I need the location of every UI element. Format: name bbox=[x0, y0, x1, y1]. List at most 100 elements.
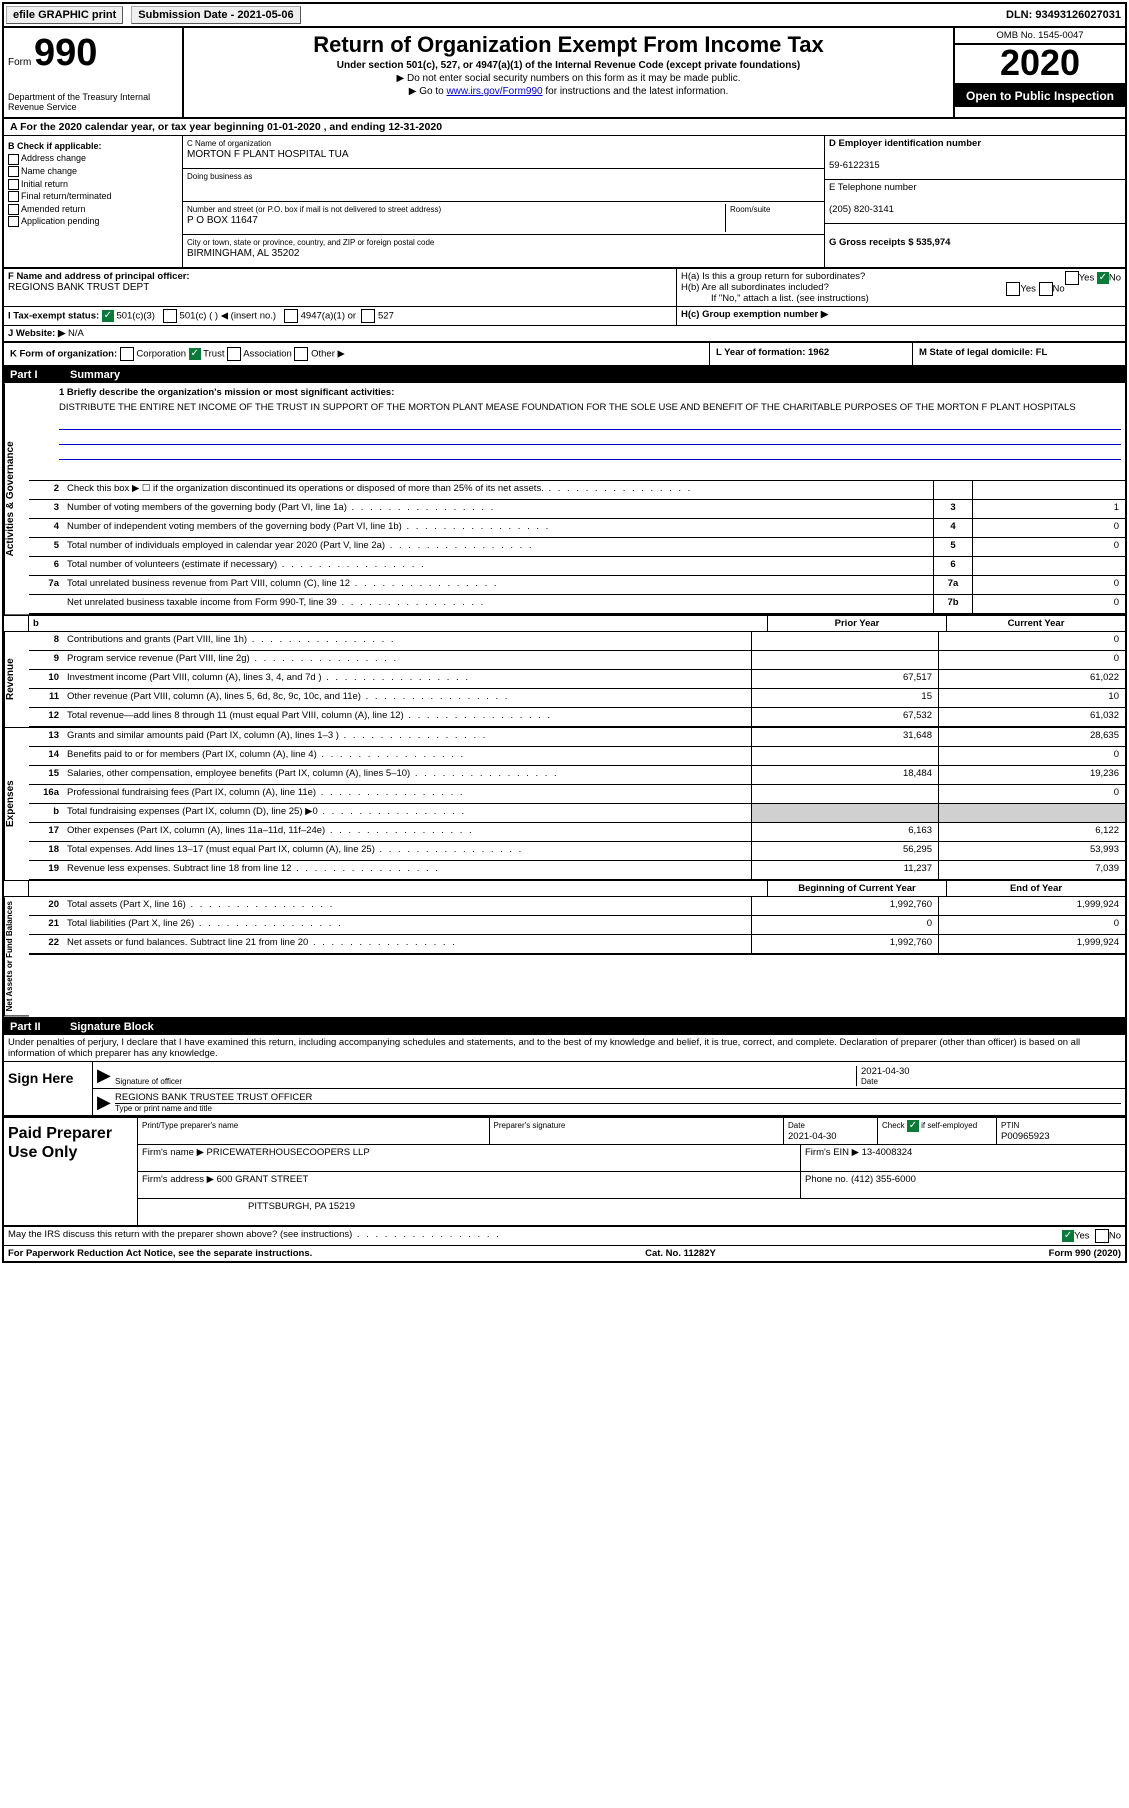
527-checkbox[interactable] bbox=[361, 309, 375, 323]
data-row: 15 Salaries, other compensation, employe… bbox=[29, 766, 1125, 785]
row-prior bbox=[751, 632, 938, 650]
k-other-checkbox[interactable] bbox=[294, 347, 308, 361]
k-corp-checkbox[interactable] bbox=[120, 347, 134, 361]
prep-header-row: Print/Type preparer's name Preparer's si… bbox=[138, 1118, 1125, 1145]
row-current: 10 bbox=[938, 689, 1125, 707]
row-boxnum: 6 bbox=[933, 557, 972, 575]
row-desc: Investment income (Part VIII, column (A)… bbox=[63, 670, 751, 688]
discuss-no-checkbox[interactable] bbox=[1095, 1229, 1109, 1243]
discuss-yes-label: Yes bbox=[1074, 1230, 1090, 1241]
efile-print-button[interactable]: efile GRAPHIC print bbox=[6, 6, 123, 24]
discuss-yes-checkbox[interactable]: ✓ bbox=[1062, 1230, 1074, 1242]
row-current: 61,022 bbox=[938, 670, 1125, 688]
data-row: 13 Grants and similar amounts paid (Part… bbox=[29, 728, 1125, 747]
data-row: 9 Program service revenue (Part VIII, li… bbox=[29, 651, 1125, 670]
row-desc: Salaries, other compensation, employee b… bbox=[63, 766, 751, 784]
instr-2-prefix: ▶ Go to bbox=[409, 86, 447, 97]
row-desc: Total liabilities (Part X, line 26) bbox=[63, 916, 751, 934]
row-desc: Benefits paid to or for members (Part IX… bbox=[63, 747, 751, 765]
501c-checkbox[interactable] bbox=[163, 309, 177, 323]
instr-1: ▶ Do not enter social security numbers o… bbox=[190, 73, 947, 84]
opt-final-return[interactable]: Final return/terminated bbox=[8, 190, 178, 203]
prior-year-header: Prior Year bbox=[767, 616, 946, 631]
ha-no-checkbox[interactable]: ✓ bbox=[1097, 272, 1109, 284]
street-label: Number and street (or P.O. box if mail i… bbox=[187, 205, 441, 214]
opt-amended-return[interactable]: Amended return bbox=[8, 203, 178, 216]
ha-yes-checkbox[interactable] bbox=[1065, 271, 1079, 285]
k-trust-checkbox[interactable]: ✓ bbox=[189, 348, 201, 360]
irs-link[interactable]: www.irs.gov/Form990 bbox=[446, 86, 542, 97]
instr-2: ▶ Go to www.irs.gov/Form990 for instruct… bbox=[190, 86, 947, 97]
row-prior: 0 bbox=[751, 916, 938, 934]
rev-header-row: b Prior Year Current Year bbox=[4, 615, 1125, 632]
row-desc: Program service revenue (Part VIII, line… bbox=[63, 651, 751, 669]
row-desc: Net unrelated business taxable income fr… bbox=[63, 595, 933, 613]
box-h: H(a) Is this a group return for subordin… bbox=[677, 269, 1125, 306]
opt-application-pending[interactable]: Application pending bbox=[8, 215, 178, 228]
hb-no-checkbox[interactable] bbox=[1039, 282, 1053, 296]
row-prior bbox=[751, 785, 938, 803]
org-name-row: C Name of organization MORTON F PLANT HO… bbox=[183, 136, 824, 169]
row-desc: Number of voting members of the governin… bbox=[63, 500, 933, 518]
header-right: OMB No. 1545-0047 2020 Open to Public In… bbox=[955, 28, 1125, 117]
hc-label: H(c) Group exemption number ▶ bbox=[681, 309, 828, 320]
k-assoc-checkbox[interactable] bbox=[227, 347, 241, 361]
row-current: 7,039 bbox=[938, 861, 1125, 879]
row-num bbox=[29, 595, 63, 613]
row-prior bbox=[751, 747, 938, 765]
hb-label: H(b) Are all subordinates included? bbox=[681, 282, 829, 293]
4947-checkbox[interactable] bbox=[284, 309, 298, 323]
row-num: 11 bbox=[29, 689, 63, 707]
period-text: A For the 2020 calendar year, or tax yea… bbox=[10, 121, 1119, 133]
data-row: 14 Benefits paid to or for members (Part… bbox=[29, 747, 1125, 766]
phone-label: E Telephone number bbox=[829, 182, 917, 193]
part2-num: Part II bbox=[10, 1021, 70, 1033]
row-boxnum: 7b bbox=[933, 595, 972, 613]
form-subtitle: Under section 501(c), 527, or 4947(a)(1)… bbox=[190, 60, 947, 71]
activity-row: 4 Number of independent voting members o… bbox=[29, 519, 1125, 538]
box-c: C Name of organization MORTON F PLANT HO… bbox=[183, 136, 825, 267]
activity-row: Net unrelated business taxable income fr… bbox=[29, 595, 1125, 615]
sig-date-value: 2021-04-30 bbox=[861, 1066, 910, 1077]
box-j-value: N/A bbox=[68, 328, 84, 339]
part1-header: Part I Summary bbox=[4, 367, 1125, 383]
box-i: I Tax-exempt status: ✓ 501(c)(3) 501(c) … bbox=[4, 307, 677, 325]
opt-name-change[interactable]: Name change bbox=[8, 165, 178, 178]
k-other: Other ▶ bbox=[311, 348, 345, 359]
hb-yes-checkbox[interactable] bbox=[1006, 282, 1020, 296]
ha-label: H(a) Is this a group return for subordin… bbox=[681, 271, 865, 282]
row-i-hc: I Tax-exempt status: ✓ 501(c)(3) 501(c) … bbox=[4, 307, 1125, 326]
dept-label: Department of the Treasury Internal Reve… bbox=[8, 93, 178, 113]
sign-arrow-icon: ▶ bbox=[97, 1065, 115, 1086]
part1-title: Summary bbox=[70, 369, 120, 381]
row-desc: Number of independent voting members of … bbox=[63, 519, 933, 537]
row-boxval: 0 bbox=[972, 519, 1125, 537]
firm-phone: Phone no. (412) 355-6000 bbox=[801, 1172, 1125, 1198]
box-k: K Form of organization: Corporation ✓ Tr… bbox=[4, 343, 710, 365]
row-num: 14 bbox=[29, 747, 63, 765]
box-b: B Check if applicable: Address change Na… bbox=[4, 136, 183, 267]
vtab-revenue: Revenue bbox=[4, 632, 29, 728]
row-boxval: 0 bbox=[972, 538, 1125, 556]
discuss-row: May the IRS discuss this return with the… bbox=[4, 1225, 1125, 1246]
hb-row: H(b) Are all subordinates included? Yes … bbox=[681, 282, 1121, 293]
row-prior: 11,237 bbox=[751, 861, 938, 879]
row-current: 0 bbox=[938, 651, 1125, 669]
box-hc: H(c) Group exemption number ▶ bbox=[677, 307, 1125, 325]
row-num: b bbox=[29, 804, 63, 822]
firm-addr-label: Firm's address ▶ bbox=[142, 1174, 214, 1185]
opt-527: 527 bbox=[378, 310, 394, 321]
data-row: 19 Revenue less expenses. Subtract line … bbox=[29, 861, 1125, 881]
501c3-checkbox[interactable]: ✓ bbox=[102, 310, 114, 322]
info-block: B Check if applicable: Address change Na… bbox=[4, 136, 1125, 269]
data-row: 11 Other revenue (Part VIII, column (A),… bbox=[29, 689, 1125, 708]
footer-left: For Paperwork Reduction Act Notice, see … bbox=[8, 1248, 312, 1259]
activity-row: 7a Total unrelated business revenue from… bbox=[29, 576, 1125, 595]
opt-address-change[interactable]: Address change bbox=[8, 152, 178, 165]
box-b-label: B Check if applicable: bbox=[8, 140, 178, 153]
opt-initial-return[interactable]: Initial return bbox=[8, 178, 178, 191]
submission-date-label: Submission Date - 2021-05-06 bbox=[131, 6, 300, 24]
row-current: 0 bbox=[938, 632, 1125, 650]
box-i-label: I Tax-exempt status: bbox=[8, 310, 99, 321]
data-row: b Total fundraising expenses (Part IX, c… bbox=[29, 804, 1125, 823]
